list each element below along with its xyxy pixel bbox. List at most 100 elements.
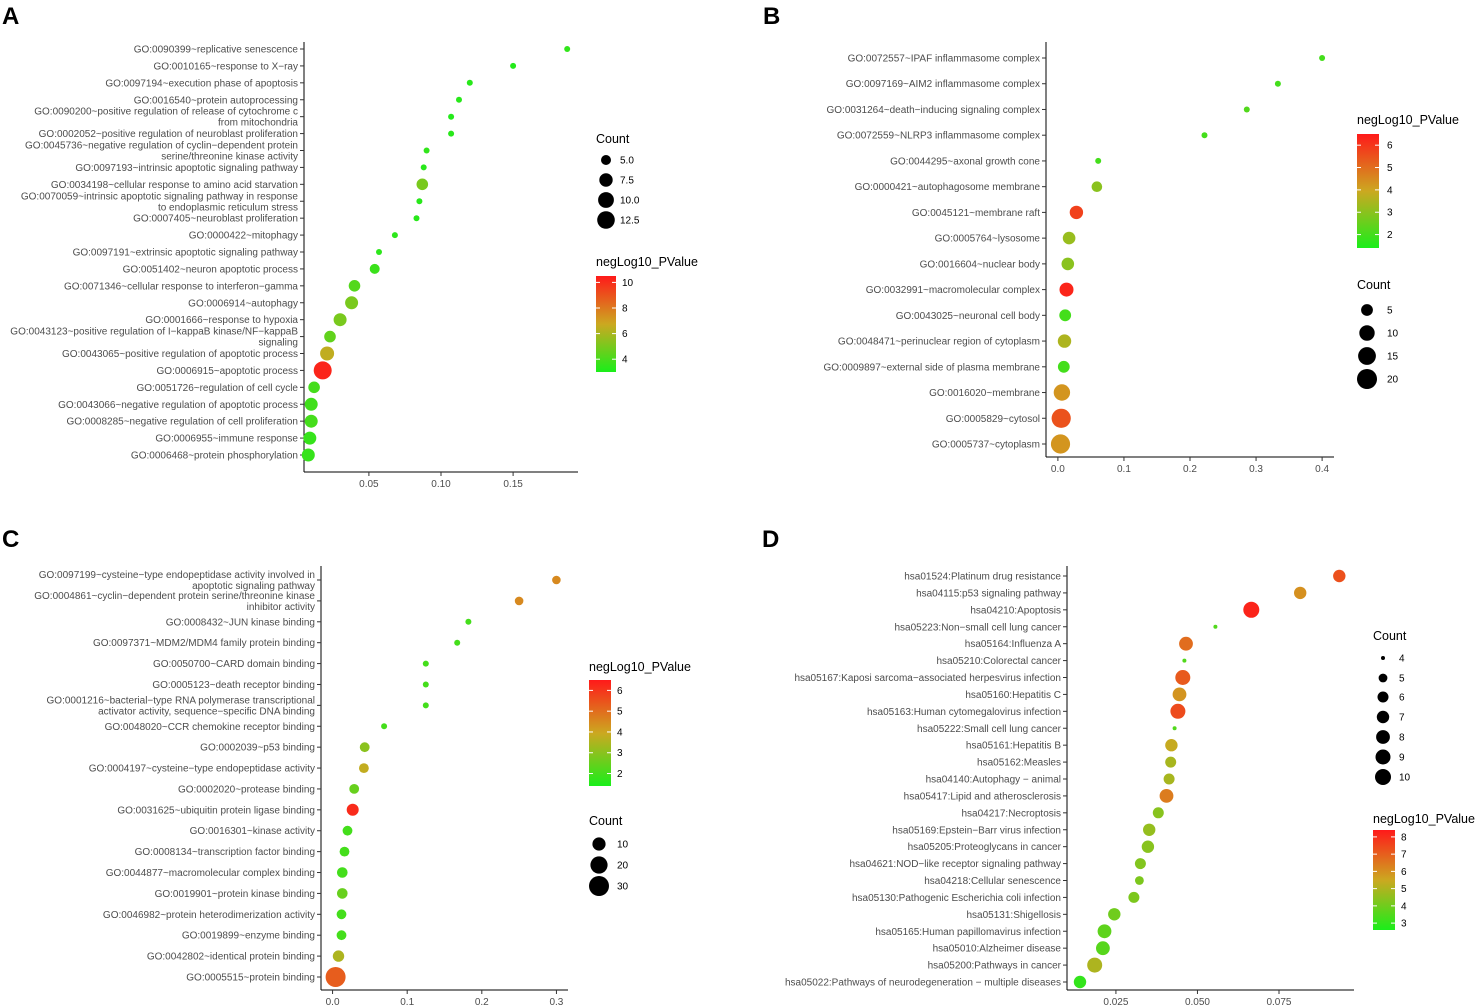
- data-point: [1213, 624, 1218, 629]
- data-point: [1134, 858, 1146, 870]
- color-legend-label: 3: [1387, 208, 1393, 219]
- data-point: [391, 232, 398, 239]
- color-legend-label: 2: [1387, 230, 1393, 241]
- y-tick-label: GO:0043025~neuronal cell body: [896, 311, 1040, 322]
- y-tick-label: GO:0001666~response to hypoxia: [145, 315, 298, 326]
- size-legend-title: Count: [589, 814, 623, 828]
- y-tick-label: GO:0043065~positive regulation of apopto…: [62, 349, 298, 360]
- y-tick-label: GO:0097199~cysteine−type endopeptidase a…: [39, 570, 315, 592]
- data-point: [345, 296, 359, 310]
- color-legend-label: 6: [622, 329, 628, 340]
- data-point: [348, 280, 361, 292]
- y-tick-label: GO:0019899~enzyme binding: [182, 931, 315, 942]
- data-point: [325, 967, 346, 987]
- data-point: [1135, 876, 1144, 885]
- size-legend-key: [1378, 673, 1388, 683]
- size-legend-key: [592, 837, 606, 851]
- size-legend-key: [589, 876, 609, 896]
- data-point: [359, 763, 369, 773]
- size-legend-label: 10.0: [620, 196, 640, 207]
- size-legend-key: [1375, 749, 1391, 765]
- y-tick-label: hsa04210:Apoptosis: [970, 605, 1061, 616]
- panel-label: C: [2, 526, 19, 553]
- y-tick-label: hsa05169:Epstein−Barr virus infection: [892, 825, 1061, 836]
- color-legend-label: 10: [622, 278, 634, 289]
- y-tick-label: GO:0042802~identical protein binding: [147, 952, 315, 963]
- data-point: [1087, 957, 1103, 973]
- size-legend-title: Count: [1373, 629, 1407, 643]
- x-tick-label: 0.1: [1117, 464, 1131, 475]
- y-tick-label: GO:0002039~p53 binding: [200, 743, 315, 754]
- data-point: [1319, 55, 1326, 61]
- data-point: [1333, 569, 1346, 583]
- size-legend-key: [590, 856, 608, 874]
- y-tick-label: GO:0050700~CARD domain binding: [153, 659, 315, 670]
- color-legend-label: 4: [617, 727, 623, 738]
- y-tick-label: GO:0005515~protein binding: [186, 973, 315, 984]
- size-legend-label: 9: [1399, 753, 1405, 764]
- size-legend-key: [599, 173, 613, 187]
- color-legend-title: negLog10_PValue: [596, 255, 698, 269]
- size-legend-label: 10: [617, 840, 629, 851]
- y-tick-label: hsa05223:Non−small cell lung cancer: [895, 622, 1062, 633]
- data-point: [1201, 132, 1208, 139]
- y-tick-label: GO:0070059~intrinsic apoptotic signaling…: [21, 191, 299, 213]
- y-tick-label: GO:0043066~negative regulation of apopto…: [58, 400, 298, 411]
- color-legend-label: 7: [1401, 850, 1407, 861]
- y-tick-label: GO:0097193~intrinsic apoptotic signaling…: [75, 163, 298, 174]
- y-tick-label: GO:0044295~axonal growth cone: [890, 156, 1040, 167]
- data-point: [1141, 840, 1155, 853]
- panel-c: C GO:0097199~cysteine−type endopeptidase…: [2, 526, 691, 1005]
- y-tick-label: GO:0031625~ubiquitin protein ligase bind…: [117, 805, 315, 816]
- y-tick-label: GO:0051726~regulation of cell cycle: [137, 383, 299, 394]
- data-point: [337, 888, 348, 899]
- y-tick-label: GO:0016604~nuclear body: [920, 259, 1040, 270]
- size-legend-key: [1358, 347, 1376, 365]
- y-tick-label: GO:0004197~cysteine−type endopeptidase a…: [89, 764, 315, 775]
- size-legend-label: 4: [1399, 654, 1405, 665]
- data-point: [1172, 726, 1177, 731]
- data-point: [359, 742, 370, 753]
- data-point: [422, 681, 429, 688]
- data-point: [416, 198, 423, 205]
- size-legend-title: Count: [596, 132, 630, 146]
- y-tick-label: GO:0004861~cyclin−dependent protein seri…: [34, 591, 315, 613]
- x-tick-label: 0.10: [431, 479, 451, 490]
- y-tick-label: hsa04115:p53 signaling pathway: [916, 588, 1061, 599]
- size-legend-key: [1375, 769, 1391, 785]
- y-tick-label: GO:0031264~death−inducing signaling comp…: [827, 105, 1041, 116]
- data-point: [332, 950, 345, 962]
- y-tick-label: GO:0097371~MDM2/MDM4 family protein bind…: [93, 638, 315, 649]
- data-point: [448, 113, 455, 120]
- color-legend-label: 4: [1387, 185, 1393, 196]
- y-tick-label: hsa05160:Hepatitis C: [965, 690, 1061, 701]
- y-tick-label: hsa05164:Influenza A: [965, 639, 1062, 650]
- y-tick-label: hsa05010:Alzheimer disease: [933, 944, 1062, 955]
- data-point: [1243, 106, 1250, 113]
- y-tick-label: GO:0051402~neuron apoptotic process: [123, 264, 298, 275]
- data-point: [303, 431, 317, 445]
- color-legend-label: 3: [1401, 919, 1407, 930]
- y-tick-label: GO:0006955~immune response: [155, 434, 298, 445]
- color-legend-label: 5: [617, 707, 623, 718]
- data-point: [1069, 205, 1084, 220]
- color-legend-title: negLog10_PValue: [589, 660, 691, 674]
- y-tick-label: GO:0006915~apoptotic process: [157, 366, 298, 377]
- data-point: [313, 361, 332, 380]
- x-tick-label: 0.05: [359, 479, 379, 490]
- size-legend-label: 6: [1399, 693, 1405, 704]
- y-tick-label: GO:0071346~cellular response to interfer…: [64, 281, 298, 292]
- y-tick-label: GO:0034198~cellular response to amino ac…: [51, 180, 298, 191]
- x-tick-label: 0.15: [503, 479, 523, 490]
- panel-label: D: [762, 526, 779, 553]
- size-legend-label: 20: [617, 861, 629, 872]
- y-tick-label: GO:0009897~external side of plasma membr…: [823, 362, 1040, 373]
- data-point: [308, 381, 320, 394]
- data-point: [422, 702, 429, 709]
- color-legend-bar: [1357, 134, 1379, 248]
- y-tick-label: GO:0016540~protein autoprocessing: [134, 95, 298, 106]
- size-legend-label: 5: [1387, 306, 1393, 317]
- y-tick-label: GO:0032991~macromolecular complex: [866, 285, 1040, 296]
- data-point: [1172, 687, 1187, 702]
